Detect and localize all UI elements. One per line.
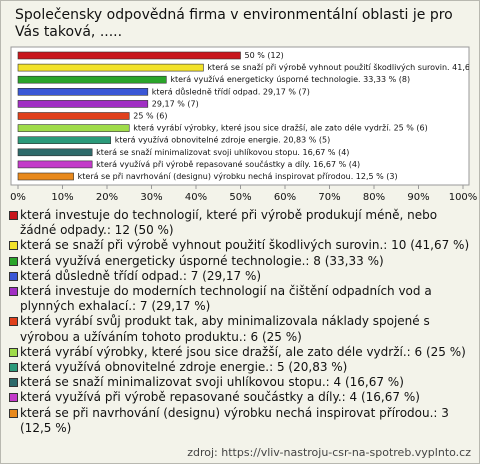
bar-label: která využívá energeticky úsporné techno… bbox=[170, 74, 410, 84]
bar-label: 29,17 % (7) bbox=[152, 99, 199, 108]
legend-label: která vyrábí výrobky, které jsou sice dr… bbox=[20, 344, 466, 359]
legend-marker bbox=[9, 363, 18, 373]
x-tick-label: 80% bbox=[363, 192, 385, 203]
legend-entry: která se snaží minimalizovat svoji uhlík… bbox=[9, 375, 475, 390]
legend-label: která se snaží minimalizovat svoji uhlík… bbox=[20, 375, 404, 390]
bar-label: která se snaží při výrobě vyhnout použit… bbox=[207, 62, 479, 72]
legend-marker bbox=[9, 241, 18, 251]
bar bbox=[17, 63, 204, 72]
bar bbox=[17, 51, 241, 60]
bar bbox=[17, 112, 130, 120]
legend-label: která využívá energeticky úsporné techno… bbox=[20, 253, 384, 268]
bar-label: která využívá obnovitelné zdroje energie… bbox=[115, 135, 331, 145]
legend-marker bbox=[9, 408, 18, 418]
x-tick-label: 40% bbox=[185, 192, 207, 203]
bars: 50 % (12) která se snaží při výrobě vyhno… bbox=[17, 51, 479, 181]
legend: která investuje do technologií, které př… bbox=[9, 208, 475, 436]
x-tick-label: 70% bbox=[318, 192, 340, 203]
legend-marker bbox=[9, 287, 18, 297]
x-tick-label: 50% bbox=[229, 192, 251, 203]
legend-marker bbox=[9, 211, 18, 220]
bar bbox=[17, 172, 74, 181]
bar bbox=[17, 148, 93, 157]
legend-entry: která se při navrhování (designu) výrobk… bbox=[9, 406, 475, 436]
bar bbox=[17, 160, 93, 169]
x-tick-label: 30% bbox=[140, 192, 162, 203]
bar bbox=[17, 124, 130, 132]
legend-marker bbox=[9, 271, 18, 281]
legend-entry: která se snaží při výrobě vyhnout použit… bbox=[9, 238, 475, 253]
chart-title: Společensky odpovědná firma v environmen… bbox=[15, 7, 453, 40]
legend-label: která investuje do moderních technologií… bbox=[20, 284, 432, 314]
legend-label: která využívá obnovitelné zdroje energie… bbox=[20, 360, 348, 375]
x-tick-label: 60% bbox=[274, 192, 296, 203]
legend-entry: která vyrábí výrobky, které jsou sice dr… bbox=[9, 345, 475, 360]
legend-entry: která vyrábí svůj produkt tak, aby minim… bbox=[9, 314, 475, 344]
bar bbox=[17, 75, 167, 84]
legend-marker bbox=[9, 393, 18, 403]
legend-label: která se snaží při výrobě vyhnout použit… bbox=[20, 238, 470, 253]
legend-label: která využívá při výrobě repasované souč… bbox=[20, 390, 420, 405]
legend-marker bbox=[9, 347, 18, 357]
legend-entry: která využívá obnovitelné zdroje energie… bbox=[9, 360, 475, 375]
x-tick-label: 0% bbox=[10, 192, 26, 203]
bar-label: která se při navrhování (designu) výrobk… bbox=[78, 172, 398, 181]
bar-label: která důsledně třídí odpad. 29,17 % (7) bbox=[152, 86, 310, 96]
bar-label: která vyrábí výrobky, které jsou sice dr… bbox=[133, 123, 428, 133]
source: zdroj: https://vliv-nastroju-csr-na-spot… bbox=[187, 446, 471, 459]
bar-label: která využívá při výrobě repasované souč… bbox=[96, 159, 360, 169]
x-tick-label: 90% bbox=[407, 192, 429, 203]
legend-entry: která využívá energeticky úsporné techno… bbox=[9, 254, 475, 269]
legend-marker bbox=[9, 256, 18, 266]
bar bbox=[17, 88, 149, 96]
x-tick-label: 100% bbox=[449, 192, 478, 203]
bar bbox=[17, 136, 111, 144]
bar-label: 25 % (6) bbox=[133, 112, 167, 121]
bar-label: 50 % (12) bbox=[245, 51, 284, 60]
x-tick-label: 20% bbox=[96, 192, 118, 203]
legend-label: která se při navrhování (designu) výrobk… bbox=[20, 405, 449, 435]
x-tick-label: 10% bbox=[51, 192, 73, 203]
legend-marker bbox=[9, 317, 18, 327]
legend-entry: která investuje do moderních technologií… bbox=[9, 284, 475, 314]
legend-label: která investuje do technologií, které př… bbox=[20, 208, 438, 238]
legend-marker bbox=[9, 378, 18, 388]
chart: 50 % (12) která se snaží při výrobě vyhno… bbox=[10, 46, 479, 203]
legend-entry: která důsledně třídí odpad.: 7 (29,17 %) bbox=[9, 269, 475, 284]
legend-entry: která využívá při výrobě repasované souč… bbox=[9, 390, 475, 405]
legend-entry: která investuje do technologií, které př… bbox=[9, 208, 475, 238]
bar-label: která se snaží minimalizovat svoji uhlík… bbox=[96, 148, 349, 157]
bar bbox=[17, 100, 149, 108]
legend-label: která vyrábí svůj produkt tak, aby minim… bbox=[20, 314, 430, 344]
legend-label: která důsledně třídí odpad.: 7 (29,17 %) bbox=[20, 268, 262, 283]
